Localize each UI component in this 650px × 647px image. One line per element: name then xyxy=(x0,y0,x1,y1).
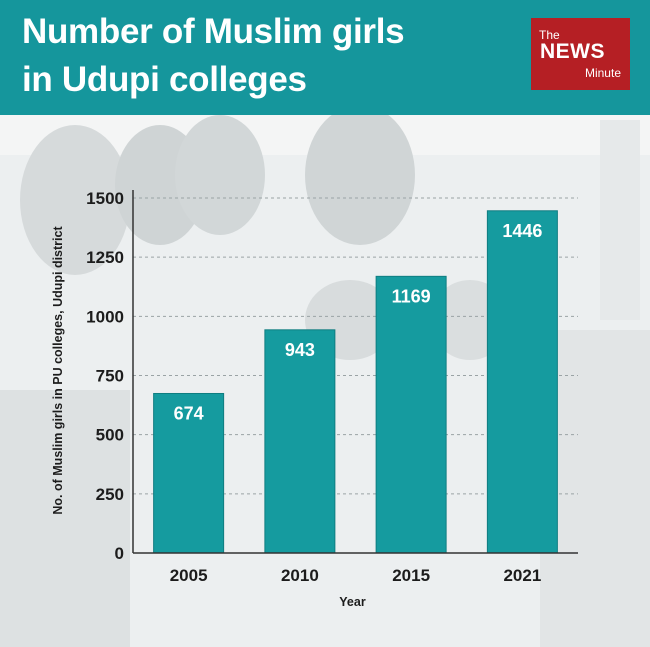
news-minute-logo: The NEWS Minute xyxy=(531,18,630,90)
x-tick-label: 2010 xyxy=(281,566,319,585)
bar-value-label: 943 xyxy=(285,340,315,360)
logo-minute-text: Minute xyxy=(584,66,621,80)
y-tick-label: 0 xyxy=(115,544,124,563)
bar-2021 xyxy=(486,210,558,554)
title-line-2: in Udupi colleges xyxy=(22,60,307,99)
y-tick-label: 1250 xyxy=(86,248,124,267)
x-tick-label: 2021 xyxy=(503,566,541,585)
page-title: Number of Muslim girls in Udupi colleges xyxy=(22,8,405,104)
y-tick-label: 750 xyxy=(96,367,124,386)
bar-value-label: 674 xyxy=(174,403,204,423)
bar-2015 xyxy=(375,275,447,554)
bars xyxy=(153,210,558,554)
x-tick-label: 2005 xyxy=(170,566,208,585)
header-banner: Number of Muslim girls in Udupi colleges… xyxy=(0,0,650,115)
x-axis-title: Year xyxy=(339,595,366,609)
y-tick-label: 1000 xyxy=(86,307,124,326)
y-tick-label: 500 xyxy=(96,426,124,445)
bar-2010 xyxy=(264,329,336,554)
axes xyxy=(132,190,578,554)
bar-value-label: 1446 xyxy=(502,221,542,241)
logo-news-text: NEWS xyxy=(540,40,605,63)
y-tick-label: 250 xyxy=(96,485,124,504)
title-line-1: Number of Muslim girls xyxy=(22,12,405,51)
bar-2005 xyxy=(153,392,225,554)
x-tick-label: 2015 xyxy=(392,566,430,585)
bar-value-label: 1169 xyxy=(392,286,431,306)
logo-the-text: The xyxy=(539,28,560,42)
y-tick-label: 1500 xyxy=(86,189,124,208)
y-axis-title: No. of Muslim girls in PU colleges, Udup… xyxy=(51,226,65,515)
labels: 0 250 500 750 1000 1250 1500 674 2005 943 2010 1169… xyxy=(86,189,542,585)
